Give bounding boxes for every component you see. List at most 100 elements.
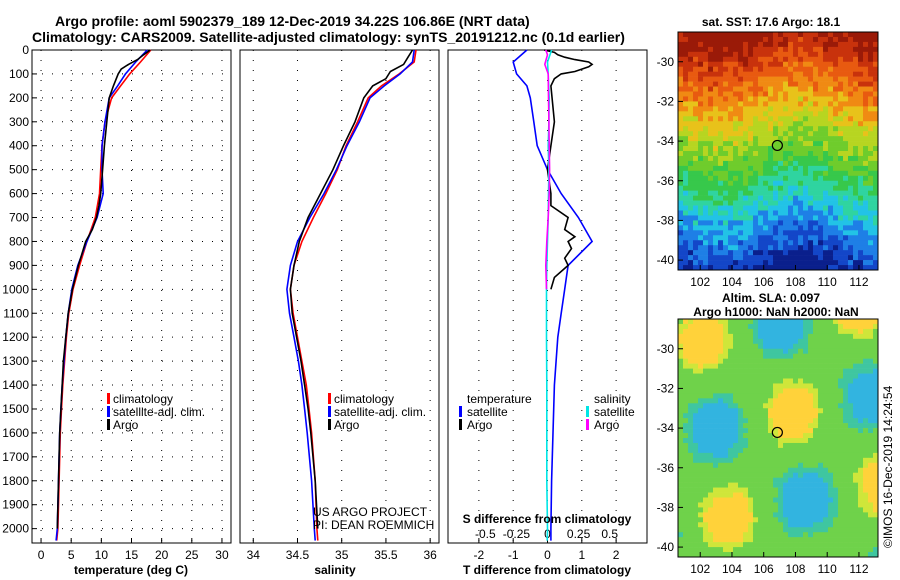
map-cell [703,373,709,379]
map-cell [798,175,804,182]
map-cell [818,116,824,122]
map-cell [828,235,834,241]
map-cell [858,353,864,359]
map-cell [698,433,704,439]
map-cell [828,537,834,543]
map-cell [713,547,719,553]
map-cell [723,56,729,63]
map-cell [708,467,714,474]
map-cell [713,76,719,82]
map-cell [678,36,684,43]
map-cell [853,512,859,518]
map-cell [808,240,814,246]
map-cell [678,41,684,48]
map-cell [718,141,724,147]
x-tick-label: 1 [578,548,585,562]
map-cell [683,467,689,474]
map-cell [828,378,834,384]
map-cell [838,368,844,374]
map-cell [803,467,809,474]
map-cell [678,210,684,216]
map-cell [773,230,779,236]
map-cell [848,433,854,439]
map-cell [828,71,834,77]
map-cell [828,220,834,226]
map-cell [873,353,879,359]
map-cell [853,146,859,152]
map-cell [758,433,764,439]
map-cell [848,170,854,177]
map-cell [858,210,864,216]
map-cell [763,388,769,394]
map-cell [728,467,734,474]
map-cell [698,418,704,424]
map-cell [718,146,724,152]
map-cell [698,260,704,266]
map-cell [733,487,739,493]
map-cell [763,442,769,449]
map-cell [728,398,734,404]
map-cell [793,46,799,53]
map-cell [773,86,779,92]
map-cell [713,146,719,152]
map-cell [793,101,799,107]
map-cell [833,393,839,399]
map-cell [733,205,739,211]
map-cell [688,265,694,271]
map-cell [833,141,839,147]
map-cell [703,527,709,533]
map-cell [853,205,859,211]
map-cell [688,180,694,187]
map-cell [778,56,784,63]
map-cell [783,101,789,107]
map-cell [758,146,764,152]
map-cell [858,462,864,469]
map-cell [823,96,829,102]
map-cell [758,363,764,369]
map-cell [848,547,854,553]
map-cell [858,180,864,187]
map-cell [818,96,824,102]
map-cell [838,185,844,191]
pi-annotation: PI: DEAN ROEMMICH [313,518,434,532]
map-cell [818,507,824,513]
map-cell [858,175,864,182]
map-cell [823,552,829,558]
map-cell [698,215,704,221]
map-cell [853,467,859,474]
map-cell [723,442,729,449]
map-cell [733,96,739,102]
map-cell [718,393,724,399]
map-cell [863,517,869,523]
map-cell [793,472,799,478]
map-cell [688,343,694,350]
map-cell [718,151,724,157]
map-cell [738,512,744,518]
map-cell [693,126,699,132]
map-cell [783,195,789,201]
map-cell [683,348,689,355]
map-cell [683,413,689,419]
map-cell [863,527,869,533]
map-cell [873,413,879,419]
map-cell [748,338,754,345]
map-cell [698,205,704,211]
map-cell [853,56,859,63]
map-cell [783,517,789,523]
map-cell [743,338,749,345]
map-cell [728,96,734,102]
map-cell [718,76,724,82]
map-cell [723,220,729,226]
map-cell [728,32,734,38]
map-cell [773,250,779,256]
map-cell [823,423,829,429]
map-cell [768,333,774,340]
map-cell [863,230,869,236]
map-cell [783,467,789,474]
map-cell [778,265,784,271]
map-cell [753,507,759,513]
map-cell [693,235,699,241]
map-cell [753,393,759,399]
map-cell [713,358,719,364]
map-cell [833,368,839,374]
